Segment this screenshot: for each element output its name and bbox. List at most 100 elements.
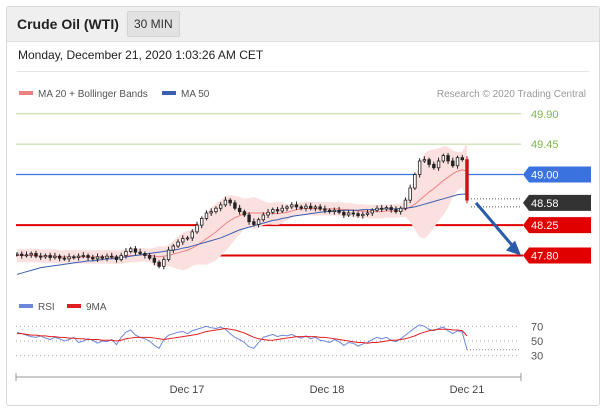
candle-body bbox=[91, 257, 95, 260]
instrument-title: Crude Oil (WTI) bbox=[17, 16, 119, 32]
arrow-head bbox=[506, 240, 521, 256]
candle-body bbox=[271, 209, 275, 213]
candle-body bbox=[128, 248, 133, 252]
ma20-line bbox=[17, 169, 468, 259]
x-tick-dec21: Dec 21 bbox=[450, 384, 485, 396]
rsi-9ma-line bbox=[17, 328, 468, 344]
candle-body bbox=[200, 217, 204, 226]
legend-swatch-ma20 bbox=[19, 91, 33, 95]
candle-body bbox=[133, 248, 138, 253]
legend-swatch-rsi bbox=[19, 304, 33, 308]
candle-body bbox=[228, 199, 232, 204]
candle-body bbox=[24, 254, 29, 257]
candle-body bbox=[408, 187, 412, 201]
candle-body bbox=[43, 255, 48, 258]
candle-body bbox=[29, 253, 33, 256]
candle-body bbox=[124, 251, 128, 256]
level-47-80-box bbox=[523, 247, 591, 264]
price-levels bbox=[16, 113, 523, 257]
candle-body bbox=[16, 253, 19, 256]
candle-body bbox=[204, 212, 209, 219]
candle-body bbox=[446, 155, 450, 162]
candle-body bbox=[38, 255, 43, 258]
candle-body bbox=[422, 159, 427, 162]
candle-body bbox=[209, 211, 213, 214]
widget-header: Crude Oil (WTI) 30 MIN bbox=[7, 7, 599, 42]
level-49-00-label: 49.00 bbox=[531, 170, 559, 182]
candle-body bbox=[81, 255, 86, 257]
candle-body bbox=[403, 199, 408, 209]
level-48-25-box bbox=[523, 217, 591, 234]
candle-body bbox=[105, 255, 109, 259]
candle-body bbox=[152, 257, 157, 263]
candle-body bbox=[370, 209, 374, 214]
legend-swatch-9ma bbox=[67, 304, 81, 308]
candle-body bbox=[460, 157, 464, 161]
legend-label-rsi: RSI bbox=[38, 302, 55, 313]
candle-body bbox=[166, 249, 171, 260]
candle-body bbox=[280, 207, 284, 212]
candle-body bbox=[86, 255, 90, 258]
candle-body bbox=[195, 224, 199, 233]
candle-body bbox=[57, 255, 62, 259]
candle-body bbox=[48, 255, 52, 258]
level-49-00-box bbox=[523, 166, 591, 183]
candle-body bbox=[299, 206, 303, 209]
candle-body bbox=[214, 207, 218, 213]
chart-widget: Crude Oil (WTI) 30 MIN Monday, December … bbox=[6, 6, 600, 406]
price-candles bbox=[16, 152, 469, 270]
x-tick-dec17: Dec 17 bbox=[170, 384, 205, 396]
rsi-tick-70: 70 bbox=[531, 321, 543, 333]
level-48-25-label: 48.25 bbox=[531, 220, 559, 232]
legend-label-ma50: MA 50 bbox=[181, 89, 210, 100]
candle-body bbox=[138, 251, 142, 254]
legend-label-9ma: 9MA bbox=[86, 302, 107, 313]
candle-body bbox=[323, 208, 327, 211]
level-48-58-box bbox=[523, 194, 591, 211]
candle-body bbox=[318, 206, 322, 210]
bollinger-band bbox=[17, 142, 467, 271]
candle-body bbox=[181, 238, 185, 243]
candle-body bbox=[72, 256, 76, 259]
candle-body bbox=[337, 209, 341, 213]
candle-body bbox=[356, 213, 360, 217]
candle-body bbox=[100, 256, 104, 259]
candle-body bbox=[218, 204, 223, 209]
arrow-shaft bbox=[474, 201, 516, 249]
candle-body bbox=[384, 207, 389, 210]
candle-body bbox=[67, 256, 71, 260]
candle-body bbox=[361, 213, 365, 217]
candle-body bbox=[53, 255, 57, 258]
candle-body bbox=[237, 207, 242, 213]
x-tick-dec18: Dec 18 bbox=[310, 384, 345, 396]
divider bbox=[17, 71, 589, 72]
candle-body bbox=[110, 255, 114, 258]
candle-body bbox=[304, 205, 308, 209]
candle-body bbox=[327, 209, 332, 213]
candle-body bbox=[285, 206, 289, 209]
level-49-45-label: 49.45 bbox=[531, 139, 559, 151]
candle-body bbox=[427, 159, 431, 165]
candle-body bbox=[365, 212, 370, 215]
timeframe-badge[interactable]: 30 MIN bbox=[127, 11, 180, 37]
candle-body bbox=[351, 212, 356, 215]
level-48-58-label: 48.58 bbox=[531, 198, 559, 210]
candle-body bbox=[417, 160, 422, 175]
candle-body bbox=[294, 204, 299, 208]
candle-body bbox=[380, 207, 384, 210]
rsi-tick-50: 50 bbox=[531, 336, 543, 348]
candle-body bbox=[233, 202, 237, 209]
legend-swatch-ma50 bbox=[162, 91, 176, 95]
candle-body bbox=[266, 211, 270, 216]
candle-body bbox=[114, 256, 119, 260]
forecast-arrow bbox=[474, 201, 521, 256]
chart-canvas: MA 20 + Bollinger Bands MA 50 Research ©… bbox=[15, 89, 591, 396]
candle-body bbox=[342, 211, 346, 216]
candle-body bbox=[346, 212, 351, 216]
candle-body bbox=[455, 157, 460, 167]
candle-body bbox=[147, 255, 152, 259]
candle-body bbox=[20, 253, 24, 256]
candle-body bbox=[313, 206, 318, 209]
candle-body bbox=[413, 174, 417, 189]
candle-body bbox=[375, 207, 379, 211]
